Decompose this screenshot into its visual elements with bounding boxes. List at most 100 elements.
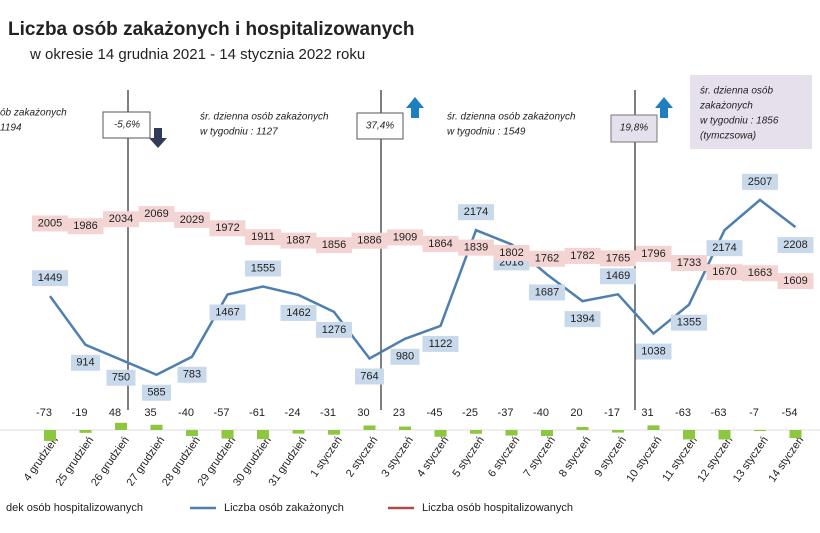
data-label: 914 <box>76 357 94 369</box>
bar <box>328 430 340 435</box>
data-label-box <box>245 260 281 277</box>
data-label: 1467 <box>215 306 239 318</box>
data-label: 1555 <box>251 262 275 274</box>
chart-title: Liczba osób zakażonych i hospitalizowany… <box>8 19 414 40</box>
data-label: 1839 <box>464 242 488 254</box>
data-label: 1864 <box>428 238 452 250</box>
annotation-box <box>356 112 404 140</box>
data-label: -45 <box>427 407 443 419</box>
legend-label: Liczba osób zakażonych <box>224 502 344 514</box>
bar <box>79 430 92 433</box>
data-label: -31 <box>320 407 336 419</box>
data-label: -19 <box>72 407 88 419</box>
annotation-text: w tygodniu : 1549 <box>447 127 526 138</box>
data-label-box <box>351 232 388 249</box>
data-label-box <box>67 218 104 235</box>
bar <box>257 430 269 440</box>
data-label: 20 <box>570 407 582 419</box>
legend-label: dek osób hospitalizowanych <box>6 502 143 514</box>
data-label: -25 <box>462 407 478 419</box>
data-label: -17 <box>604 407 620 419</box>
data-label: 980 <box>396 351 414 363</box>
data-label-box <box>777 273 814 290</box>
data-label-box <box>316 237 352 254</box>
data-label: 783 <box>183 369 201 381</box>
data-label: 1469 <box>606 270 630 282</box>
data-label-box <box>106 369 136 386</box>
annotation-text: -5,6% <box>114 120 140 131</box>
data-label-box <box>529 250 565 267</box>
data-label-box <box>280 304 317 321</box>
bar <box>399 426 411 430</box>
data-label: -7 <box>749 407 759 419</box>
data-label: 35 <box>144 407 156 419</box>
bar <box>221 430 234 439</box>
data-label: 1986 <box>73 220 97 232</box>
data-label-box <box>564 311 601 328</box>
data-label-box <box>177 366 207 383</box>
chart-subtitle: w okresie 14 grudnia 2021 - 14 stycznia … <box>29 46 365 63</box>
annotation-text: 1194 <box>0 123 22 134</box>
data-label: 48 <box>109 407 121 419</box>
data-label-box <box>422 335 459 352</box>
data-label-box <box>564 247 601 264</box>
data-label: 1911 <box>251 231 275 243</box>
data-label-box <box>174 211 210 228</box>
arrow-up <box>406 97 424 118</box>
bar <box>754 430 766 432</box>
data-label-box <box>777 237 814 254</box>
data-label: 1733 <box>677 257 701 269</box>
bar <box>186 430 198 436</box>
data-label-box <box>209 220 246 237</box>
data-label: 23 <box>393 407 405 419</box>
data-label-box <box>671 314 707 331</box>
data-label-box <box>671 255 707 272</box>
data-label: -37 <box>498 407 514 419</box>
data-label-box <box>600 268 636 285</box>
data-label: 1670 <box>712 266 736 278</box>
data-label-box <box>635 343 672 360</box>
data-label-box <box>103 211 139 228</box>
data-label-box <box>422 235 459 252</box>
annotation-text: śr. dzienna osób zakażonych <box>200 112 329 123</box>
data-label: -73 <box>36 407 52 419</box>
data-label: -63 <box>675 407 691 419</box>
annotation-text: śr. dzienna osób <box>700 86 773 97</box>
data-label-box <box>142 384 171 401</box>
data-label: 1355 <box>677 317 701 329</box>
bar <box>576 427 589 430</box>
annotation-box <box>690 75 812 149</box>
bar <box>718 430 731 440</box>
data-label: 1972 <box>215 222 239 234</box>
data-label-box <box>387 229 423 246</box>
data-label: 31 <box>641 407 653 419</box>
data-label: 1765 <box>606 252 630 264</box>
annotation-box <box>102 111 151 139</box>
data-label: 1122 <box>429 338 453 350</box>
data-label: 1449 <box>38 272 62 284</box>
data-label: -61 <box>249 407 265 419</box>
data-label: 2174 <box>464 206 488 218</box>
bar <box>541 430 553 436</box>
data-label: 30 <box>357 407 369 419</box>
annotation-text: zakażonych <box>699 101 753 112</box>
data-label: 1796 <box>641 248 665 260</box>
data-label: 1802 <box>499 247 523 259</box>
data-label: -57 <box>214 407 230 419</box>
data-label: 764 <box>360 370 378 382</box>
bar <box>505 430 518 436</box>
data-label: 1394 <box>570 313 594 325</box>
annotation-text: ób zakażonych <box>0 108 67 119</box>
data-label: -24 <box>285 407 301 419</box>
data-label-box <box>32 215 68 232</box>
legend-label: Liczba osób hospitalizowanych <box>422 502 573 514</box>
data-label-box <box>390 348 420 365</box>
bar <box>647 425 660 430</box>
data-label-box <box>493 244 530 261</box>
data-label: 1462 <box>286 307 310 319</box>
data-label: 1887 <box>286 235 310 247</box>
data-label-box <box>209 304 246 321</box>
data-label: 1687 <box>535 286 559 298</box>
data-label-box <box>706 264 743 281</box>
data-label-box <box>600 250 636 267</box>
